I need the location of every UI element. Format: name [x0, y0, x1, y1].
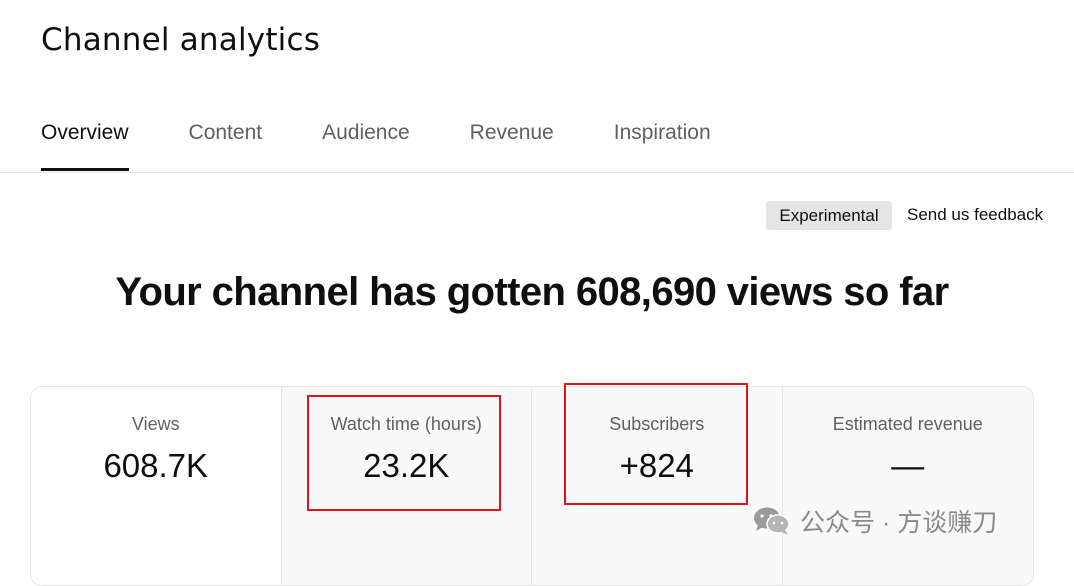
tab-revenue[interactable]: Revenue [469, 121, 554, 144]
experimental-badge: Experimental [766, 201, 892, 230]
tab-overview[interactable]: Overview [41, 121, 129, 171]
metric-label: Subscribers [609, 414, 705, 434]
tab-content[interactable]: Content [188, 121, 263, 144]
send-feedback-link[interactable]: Send us feedback [907, 205, 1044, 224]
metric-card-views[interactable]: Views 608.7K [31, 387, 282, 585]
metric-value: — [891, 447, 925, 484]
watermark: 公众号 · 方谈赚刀 [752, 503, 997, 539]
metric-label: Watch time (hours) [330, 414, 482, 434]
page-title: Channel analytics [41, 22, 321, 58]
tab-inspiration[interactable]: Inspiration [613, 121, 711, 144]
metric-value: +824 [619, 447, 694, 484]
tabs-divider [0, 172, 1074, 173]
analytics-tabs: Overview Content Audience Revenue Inspir… [41, 121, 771, 171]
metric-cards: Views 608.7K Watch time (hours) 23.2K Su… [30, 386, 1034, 586]
metric-card-watch-time[interactable]: Watch time (hours) 23.2K [281, 387, 532, 585]
metric-value: 608.7K [103, 447, 209, 484]
watermark-text: 公众号 · 方谈赚刀 [800, 509, 998, 537]
metric-card-subscribers[interactable]: Subscribers +824 [532, 387, 783, 585]
wechat-icon [754, 507, 790, 535]
tab-audience[interactable]: Audience [322, 121, 410, 144]
metric-label: Estimated revenue [832, 414, 983, 434]
metric-card-estimated-revenue[interactable]: Estimated revenue — [782, 387, 1033, 585]
metric-value: 23.2K [363, 447, 450, 484]
views-headline: Your channel has gotten 608,690 views so… [115, 270, 949, 314]
metric-label: Views [131, 414, 180, 434]
